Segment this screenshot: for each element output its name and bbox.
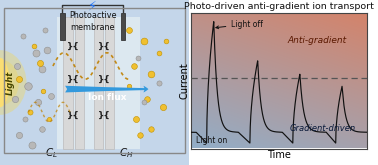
Text: $C_H$: $C_H$ — [119, 146, 134, 160]
Text: Gradient-driven: Gradient-driven — [290, 124, 356, 133]
Text: Light: Light — [6, 70, 15, 95]
Bar — [105, 16, 114, 148]
Text: }{: }{ — [67, 75, 80, 84]
Text: }{: }{ — [67, 42, 80, 51]
Bar — [63, 16, 73, 148]
Y-axis label: Current: Current — [180, 63, 189, 99]
X-axis label: Time: Time — [267, 150, 291, 160]
Text: }{: }{ — [98, 111, 110, 120]
Text: }{: }{ — [67, 111, 80, 120]
Text: ⚡: ⚡ — [88, 0, 97, 12]
Text: Photoactive
membrane: Photoactive membrane — [69, 11, 116, 32]
Bar — [93, 16, 103, 148]
Ellipse shape — [0, 50, 26, 115]
Text: Light on: Light on — [196, 136, 228, 145]
Text: }{: }{ — [98, 42, 110, 51]
Text: Light off: Light off — [216, 19, 263, 29]
Text: Ion flux: Ion flux — [88, 93, 126, 102]
Ellipse shape — [0, 58, 9, 107]
Bar — [121, 13, 125, 40]
Text: Anti-gradient: Anti-gradient — [288, 36, 347, 45]
Ellipse shape — [0, 59, 19, 106]
Text: $C_L$: $C_L$ — [45, 146, 57, 160]
Bar — [60, 13, 65, 40]
Bar — [4, 8, 185, 153]
Bar — [57, 16, 140, 148]
Bar — [74, 16, 84, 148]
Ellipse shape — [0, 67, 12, 98]
Title: Photo-driven anti-gradient ion transport: Photo-driven anti-gradient ion transport — [184, 2, 374, 11]
Text: }{: }{ — [98, 75, 110, 84]
